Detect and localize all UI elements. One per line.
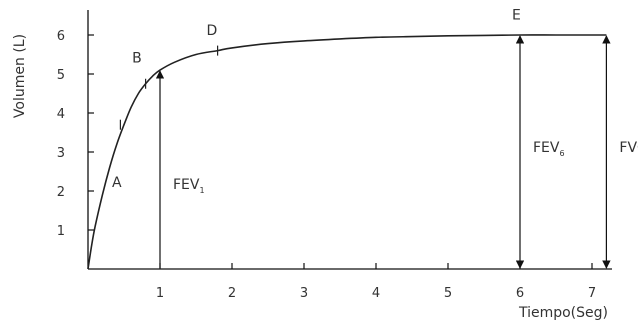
y-tick-label: 1 (57, 224, 65, 239)
x-tick-label: 6 (516, 286, 524, 301)
x-tick-label: 5 (444, 286, 452, 301)
y-axis-label: Volumen (L) (12, 34, 28, 118)
x-tick-label: 4 (372, 286, 380, 301)
point-label-e: E (512, 7, 521, 23)
arrow-label-fvc: FVC (619, 140, 638, 156)
y-tick-label: 3 (57, 146, 65, 161)
point-label-a: A (112, 175, 122, 191)
arrow-label-fev1: FEV1 (173, 177, 205, 195)
x-tick-label: 1 (156, 286, 164, 301)
volume-curve (87, 34, 607, 270)
y-tick-label: 2 (57, 185, 65, 200)
x-axis-label: Tiempo(Seg) (518, 305, 608, 321)
x-tick-label: 2 (228, 286, 236, 301)
y-tick-label: 5 (57, 68, 65, 83)
arrow-label-fev6: FEV6 (533, 140, 565, 158)
x-tick-label: 7 (588, 286, 596, 301)
y-tick-label: 6 (57, 29, 65, 44)
point-label-d: D (206, 23, 217, 39)
y-tick-label: 4 (57, 107, 65, 122)
x-tick-label: 3 (300, 286, 308, 301)
point-label-b: B (132, 50, 142, 66)
